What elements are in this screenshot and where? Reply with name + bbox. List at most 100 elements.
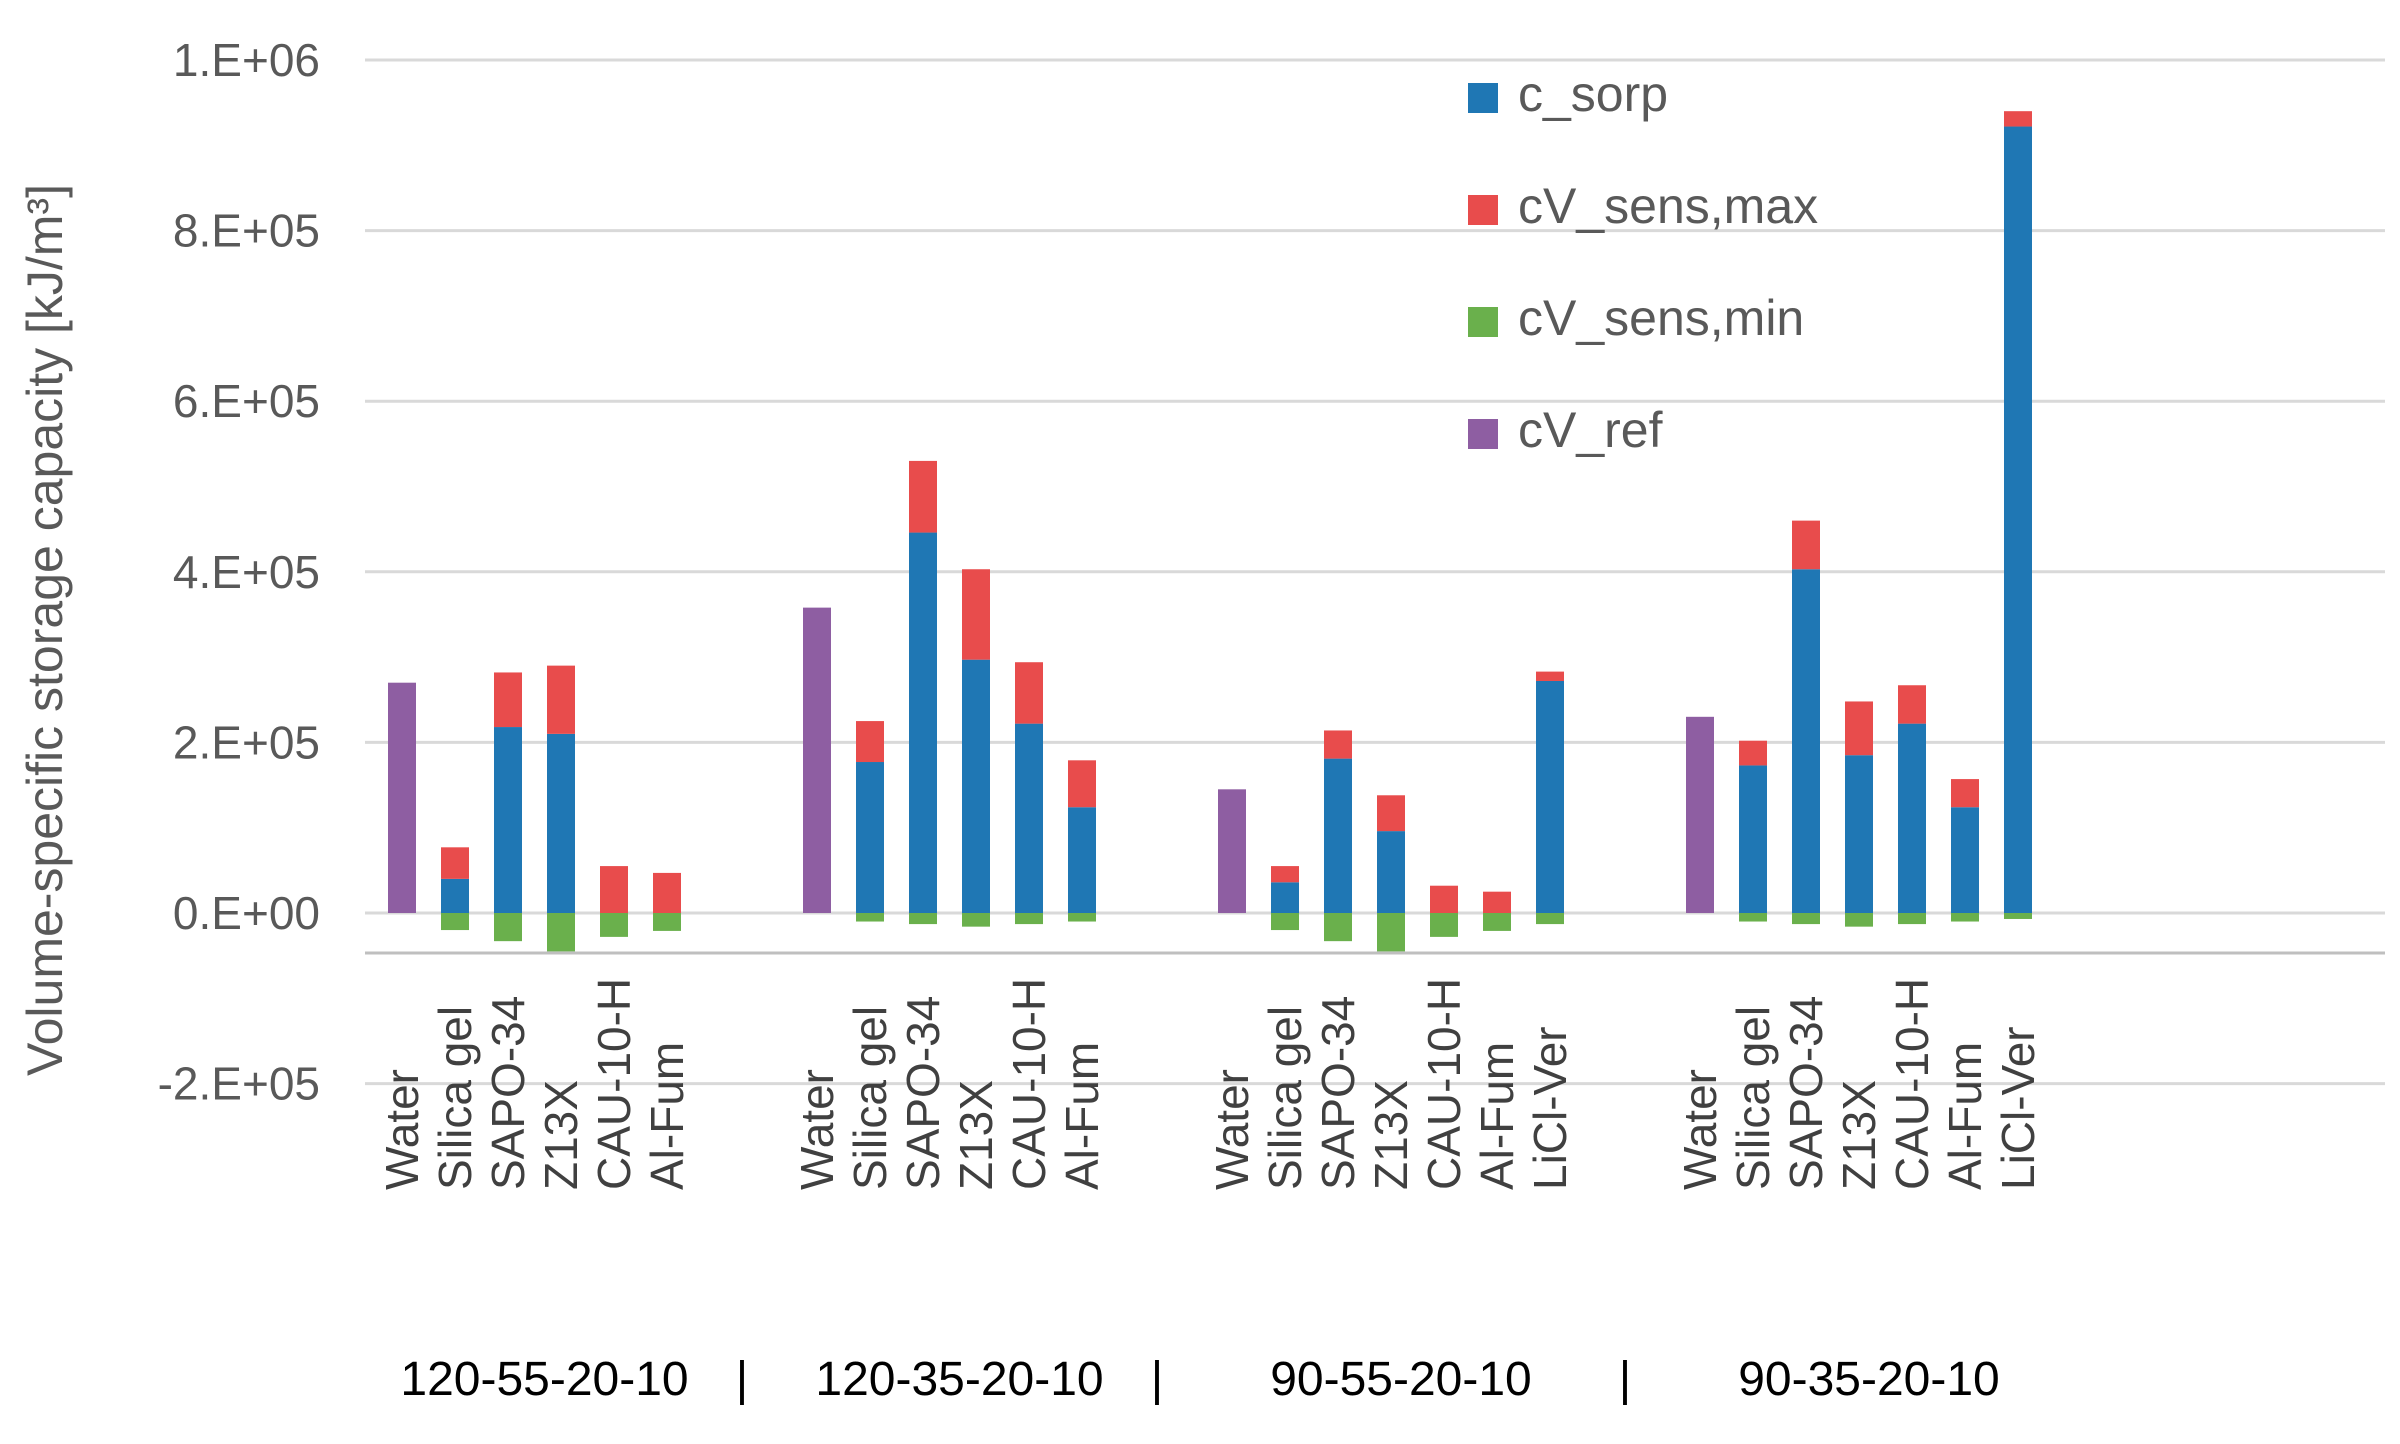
bar-sens-min (1898, 913, 1926, 925)
category-label: CAU-10-H (588, 978, 640, 1190)
bar-sorp (494, 727, 522, 913)
bar-sens-max (1898, 685, 1926, 724)
bar-sens-max (1536, 671, 1564, 681)
category-label: Silica gel (429, 1006, 481, 1190)
legend-swatch (1468, 195, 1498, 225)
bar-sens-min (1068, 913, 1096, 922)
bar-sens-max (1951, 779, 1979, 808)
group-label: 120-55-20-10 (400, 1353, 688, 1406)
y-axis-ticks: 1.E+06 8.E+05 6.E+05 4.E+05 2.E+05 0.E+00 -2.E… (158, 34, 320, 1110)
category-label: Water (1674, 1069, 1726, 1190)
category-label: Al-Fum (641, 1042, 693, 1190)
y-tick-label: 1.E+06 (173, 34, 320, 86)
legend: c_sorp cV_sens,max cV_sens,min cV_ref (1468, 66, 1818, 458)
category-label: Silica gel (844, 1006, 896, 1190)
bar-sens-max (1792, 520, 1820, 570)
bar-sorp (1898, 723, 1926, 913)
group-label: 120-35-20-10 (815, 1353, 1103, 1406)
group-label: 90-35-20-10 (1738, 1353, 2000, 1406)
bar-sens-min (1271, 913, 1299, 931)
legend-cv-sens-min: cV_sens,min (1468, 290, 1804, 346)
bar-sorp (1324, 758, 1352, 913)
category-labels: Water Silica gel SAPO-34 Z13X CAU-10-H Al-Fum… (376, 978, 2044, 1190)
category-label: Silica gel (1727, 1006, 1779, 1190)
bar-sorp (856, 762, 884, 913)
category-label: SAPO-34 (1780, 996, 1832, 1190)
bar-sens-max (1739, 740, 1767, 766)
category-label: Water (376, 1069, 428, 1190)
bar-sens-min (962, 913, 990, 927)
bar-sens-max (1271, 866, 1299, 883)
y-tick-label: 0.E+00 (173, 887, 320, 939)
legend-label: cV_ref (1518, 402, 1663, 458)
category-label: Al-Fum (1056, 1042, 1108, 1190)
bar-sorp (909, 532, 937, 913)
y-tick-label: -2.E+05 (158, 1058, 320, 1110)
bar-ref (1218, 789, 1246, 913)
bar-sens-min (441, 913, 469, 931)
bar-sorp (1377, 831, 1405, 913)
category-label: SAPO-34 (897, 996, 949, 1190)
bar-sens-max (909, 460, 937, 533)
category-label: CAU-10-H (1418, 978, 1470, 1190)
legend-swatch (1468, 83, 1498, 113)
legend-label: c_sorp (1518, 66, 1668, 122)
bar-sens-max (494, 672, 522, 728)
bar-sorp (441, 878, 469, 913)
group-separator: | (1619, 1353, 1631, 1406)
bar-sorp (1792, 569, 1820, 913)
category-label: Z13X (535, 1080, 587, 1190)
bar-sens-max (1015, 662, 1043, 724)
bar-sens-min (1845, 913, 1873, 927)
bar-sens-min (2004, 913, 2032, 919)
bar-sens-max (600, 866, 628, 913)
bar-sens-min (1483, 913, 1511, 931)
y-tick-label: 2.E+05 (173, 716, 320, 768)
bar-sens-max (441, 847, 469, 879)
bar-sens-min (856, 913, 884, 922)
bar-sorp (1015, 723, 1043, 913)
bar-sens-min (600, 913, 628, 937)
bar-sorp (547, 733, 575, 913)
category-label: Water (1206, 1069, 1258, 1190)
legend-cv-ref: cV_ref (1468, 402, 1663, 458)
bar-sens-max (1324, 730, 1352, 759)
category-label: Z13X (1365, 1080, 1417, 1190)
bar-sens-max (1483, 891, 1511, 913)
category-label: SAPO-34 (1312, 996, 1364, 1190)
bar-sorp (1739, 765, 1767, 913)
group-labels: 120-55-20-10 | 120-35-20-10 | 90-55-20-10 | 90… (400, 1353, 1999, 1406)
category-label: LiCl-Ver (1992, 1026, 2044, 1190)
y-tick-label: 8.E+05 (173, 205, 320, 257)
bar-sens-max (2004, 111, 2032, 127)
category-label: Z13X (1833, 1080, 1885, 1190)
bar-sorp (1951, 807, 1979, 913)
y-tick-label: 4.E+05 (173, 546, 320, 598)
bar-sens-min (1536, 913, 1564, 925)
bar-ref (803, 607, 831, 913)
bar-sens-min (1324, 913, 1352, 942)
bar-sens-max (1068, 760, 1096, 808)
category-label: Z13X (950, 1080, 1002, 1190)
grid-lines (365, 58, 2385, 1086)
bar-sens-max (1845, 701, 1873, 756)
bar-sorp (962, 659, 990, 913)
category-label: CAU-10-H (1003, 978, 1055, 1190)
bar-sorp (2004, 126, 2032, 913)
category-label: Al-Fum (1939, 1042, 1991, 1190)
bar-sens-max (856, 721, 884, 763)
bar-sens-max (962, 569, 990, 660)
bar-sorp (1271, 882, 1299, 913)
bar-sens-min (1951, 913, 1979, 922)
bar-sorp (1068, 807, 1096, 913)
bar-sens-max (653, 872, 681, 913)
bar-sorp (1536, 680, 1564, 913)
category-label: CAU-10-H (1886, 978, 1938, 1190)
category-label: SAPO-34 (482, 996, 534, 1190)
group-label: 90-55-20-10 (1270, 1353, 1532, 1406)
y-axis-label: Volume-specific storage capacity [kJ/m³] (17, 184, 73, 1076)
bar-sens-min (909, 913, 937, 925)
bar-ref (388, 682, 416, 913)
legend-cv-sens-max: cV_sens,max (1468, 178, 1818, 234)
bar-sens-min (547, 913, 575, 952)
